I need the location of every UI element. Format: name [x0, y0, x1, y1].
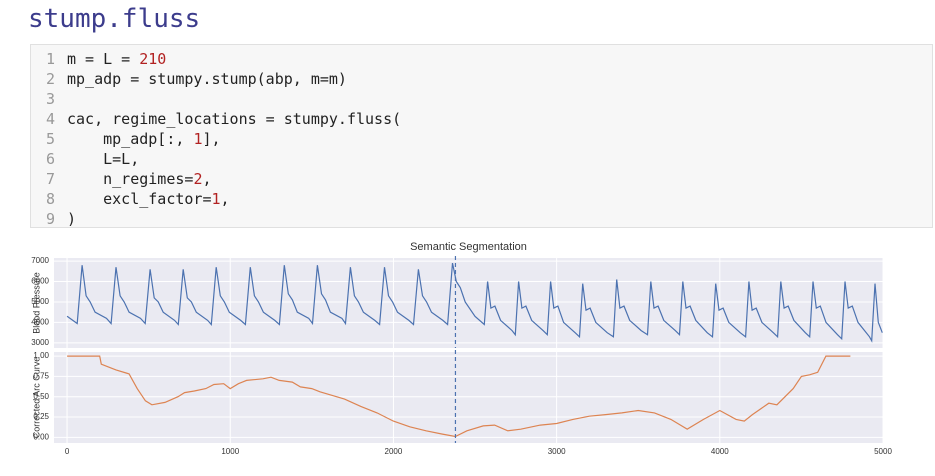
- x-tick-label: 1000: [221, 447, 239, 456]
- line-number: 1: [45, 50, 55, 68]
- data-line: [66, 262, 883, 343]
- line-number: 3: [45, 90, 55, 108]
- y-tick-label: 4000: [31, 318, 49, 327]
- y-axis-label: Corrected Arc Curve: [31, 357, 41, 439]
- y-tick-label: 5000: [31, 297, 49, 306]
- code-line: excl_factor=1,: [67, 190, 230, 208]
- code-line: L=L,: [67, 150, 140, 168]
- line-number: 4: [45, 110, 55, 128]
- line-number: 2: [45, 70, 55, 88]
- code-line: ): [67, 210, 77, 228]
- line-number: 8: [45, 190, 55, 208]
- code-line: cac, regime_locations = stumpy.fluss(: [67, 110, 402, 128]
- x-tick-label: 4000: [711, 447, 729, 456]
- y-tick-label: 0.00: [33, 432, 49, 441]
- y-tick-label: 0.25: [33, 412, 49, 421]
- heading: stump.fluss: [28, 4, 201, 34]
- line-number: 5: [45, 130, 55, 148]
- y-tick-label: 3000: [31, 338, 49, 347]
- code-line: n_regimes=2,: [67, 170, 212, 188]
- line-number: 7: [45, 170, 55, 188]
- chart-title: Semantic Segmentation: [410, 241, 527, 253]
- data-line: [67, 355, 851, 438]
- code-line: m = L = 210: [67, 50, 167, 68]
- y-axis-label: Blood Pressure: [31, 272, 41, 334]
- line-number: 9: [45, 210, 55, 228]
- y-tick-label: 7000: [31, 256, 49, 265]
- y-tick-label: 0.50: [33, 392, 49, 401]
- code-cell[interactable]: 1 m = L = 210 2 mp_adp = stumpy.stump(abp, …: [30, 44, 933, 228]
- y-tick-label: 0.75: [33, 371, 49, 380]
- code-line: mp_adp = stumpy.stump(abp, m=m): [67, 70, 347, 88]
- x-tick-label: 5000: [874, 447, 892, 456]
- y-tick-label: 1.00: [33, 351, 49, 360]
- x-tick-label: 2000: [385, 447, 403, 456]
- plot-area: [54, 258, 883, 348]
- code-line: mp_adp[:, 1],: [67, 130, 221, 148]
- x-tick-label: 0: [65, 447, 70, 456]
- plot-area: [54, 352, 883, 443]
- x-tick-label: 3000: [548, 447, 566, 456]
- line-number: 6: [45, 150, 55, 168]
- y-tick-label: 6000: [31, 277, 49, 286]
